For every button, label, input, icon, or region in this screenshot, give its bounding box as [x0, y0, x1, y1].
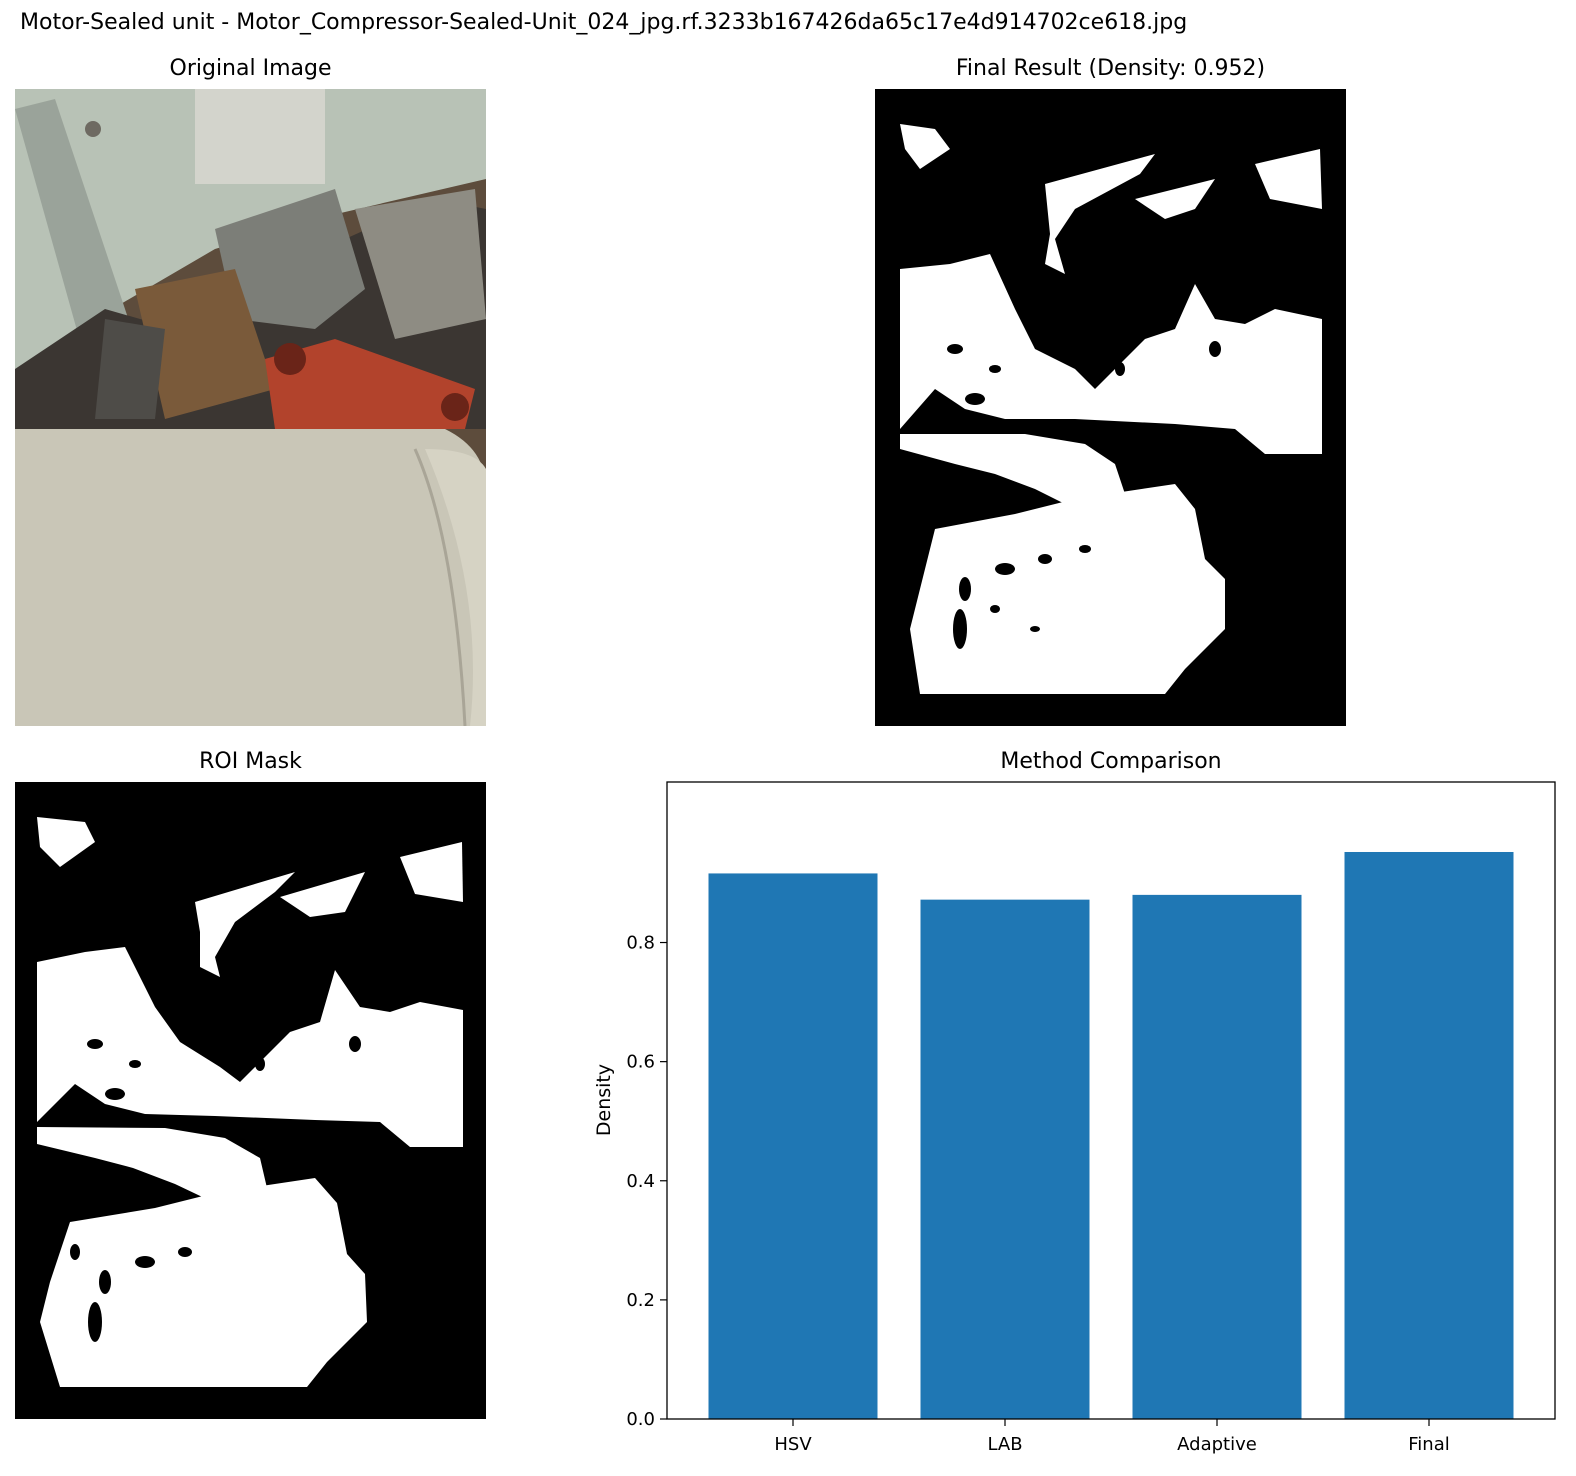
y-tick-label: 0.6: [626, 1052, 655, 1073]
x-tick-label: HSV: [774, 1434, 812, 1455]
final-result-title: Final Result (Density: 0.952): [955, 56, 1266, 81]
x-tick-label: Final: [1408, 1434, 1449, 1455]
roi-mask-panel: [15, 782, 486, 1419]
y-axis-ticks: 0.0 0.2 0.4 0.6 0.8: [626, 933, 667, 1430]
roi-mask-title: ROI Mask: [199, 749, 302, 774]
bar-lab: [920, 899, 1090, 1419]
x-axis-ticks: HSV LAB Adaptive Final: [774, 1419, 1450, 1455]
bar-hsv: [708, 873, 878, 1419]
y-tick-label: 0.8: [626, 933, 655, 954]
bars-group: [708, 851, 1514, 1419]
plot-frame: [666, 781, 1556, 1420]
y-tick-label: 0.2: [626, 1290, 655, 1311]
roi-mask-image: [15, 782, 486, 1419]
x-tick-label: Adaptive: [1177, 1434, 1257, 1455]
y-tick-label: 0.4: [626, 1171, 655, 1192]
figure-suptitle: Motor-Sealed unit - Motor_Compressor-Sea…: [20, 10, 1188, 35]
final-result-panel: [875, 89, 1346, 726]
original-image-panel: [15, 89, 486, 726]
final-result-mask: [875, 89, 1346, 726]
comparison-title: Method Comparison: [1000, 749, 1222, 774]
y-axis-label: Density: [593, 1064, 615, 1136]
original-image-title: Original Image: [169, 56, 332, 81]
y-tick-label: 0.0: [626, 1409, 655, 1430]
bar-adaptive: [1132, 894, 1302, 1419]
x-tick-label: LAB: [987, 1434, 1022, 1455]
original-photo: [15, 89, 486, 726]
bar-final: [1344, 851, 1514, 1419]
